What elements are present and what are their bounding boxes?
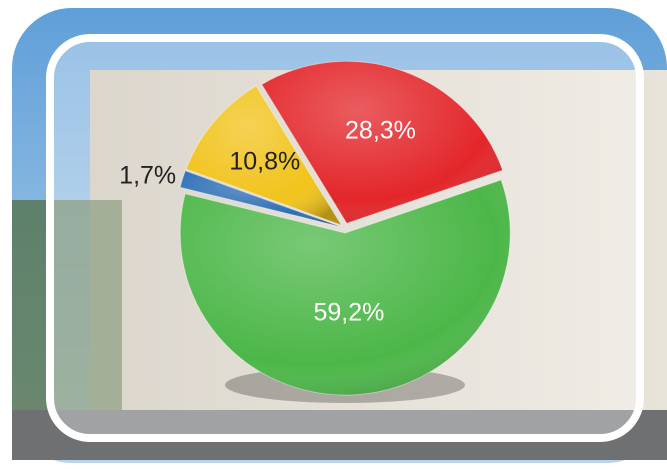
data-label: 10,8% <box>229 148 300 176</box>
chart: 28,3% 59,2% 1,7% 10,8% <box>0 0 667 470</box>
data-label: 59,2% <box>313 299 384 327</box>
data-label: 28,3% <box>345 117 416 145</box>
page: 28,3%59,2%1,7%10,8% (() => { const data … <box>0 0 667 470</box>
data-label: 1,7% <box>119 162 176 190</box>
